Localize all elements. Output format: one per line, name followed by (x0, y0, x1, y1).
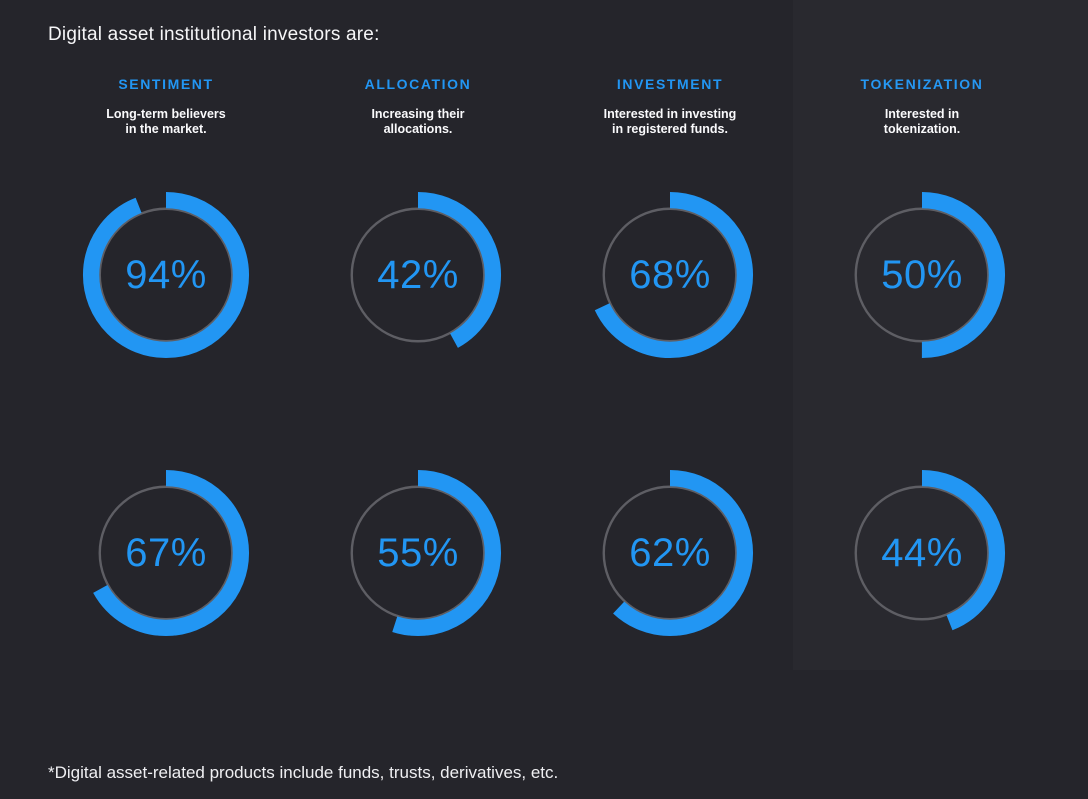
column-description: Interested in tokenization. (883, 107, 961, 136)
columns-grid: SENTIMENT Long-term believers in the mar… (40, 76, 1048, 649)
donut-ring-svg (334, 469, 502, 637)
donut-arc (82, 469, 250, 637)
donut-arc (838, 191, 1006, 359)
column-header: SENTIMENT (118, 76, 214, 92)
donut-track (98, 207, 234, 343)
donut-chart: 68% (574, 179, 766, 371)
donut-ring-svg (586, 469, 754, 637)
donut-ring-svg (82, 469, 250, 637)
donut-track (854, 485, 990, 621)
donut-ring-svg (586, 191, 754, 359)
donut-ring-svg (334, 191, 502, 359)
donut-chart: 67% (70, 457, 262, 649)
donut-value: 42% (377, 252, 459, 297)
donut-chart: 50% (826, 179, 1018, 371)
donut-arc (82, 191, 250, 359)
donut-chart: 42% (322, 179, 514, 371)
donut-arc (586, 191, 754, 359)
donut-chart: 44% (826, 457, 1018, 649)
donut-arc (334, 191, 502, 359)
donut-chart: 55% (322, 457, 514, 649)
donut-chart: 94% (70, 179, 262, 371)
donut-arc (838, 469, 1006, 637)
column-description: Interested in investing in registered fu… (603, 107, 737, 136)
donut-chart: 62% (574, 457, 766, 649)
donut-track (350, 485, 486, 621)
page-title: Digital asset institutional investors ar… (48, 24, 380, 45)
donut-track (602, 207, 738, 343)
donut-value: 68% (629, 252, 711, 297)
donut-value: 67% (125, 530, 207, 575)
donut-track (350, 207, 486, 343)
donut-value: 44% (881, 530, 963, 575)
donut-value: 55% (377, 530, 459, 575)
donut-value: 62% (629, 530, 711, 575)
donut-value: 50% (881, 252, 963, 297)
donut-track (854, 207, 990, 343)
column-investment: INVESTMENT Interested in investing in re… (544, 76, 796, 649)
donut-arc (334, 469, 502, 637)
donut-arc (586, 469, 754, 637)
column-sentiment: SENTIMENT Long-term believers in the mar… (40, 76, 292, 649)
donut-ring-svg (838, 469, 1006, 637)
column-tokenization: TOKENIZATION Interested in tokenization.… (796, 76, 1048, 649)
donut-track (602, 485, 738, 621)
column-header: INVESTMENT (616, 76, 724, 92)
donut-ring-svg (838, 191, 1006, 359)
column-header: TOKENIZATION (860, 76, 984, 92)
column-description: Increasing their allocations. (371, 107, 465, 136)
column-allocation: ALLOCATION Increasing their allocations.… (292, 76, 544, 649)
column-header: ALLOCATION (364, 76, 472, 92)
donut-ring-svg (82, 191, 250, 359)
donut-value: 94% (125, 252, 207, 297)
footnote: *Digital asset-related products include … (48, 763, 559, 782)
donut-track (98, 485, 234, 621)
column-description: Long-term believers in the market. (106, 107, 226, 136)
